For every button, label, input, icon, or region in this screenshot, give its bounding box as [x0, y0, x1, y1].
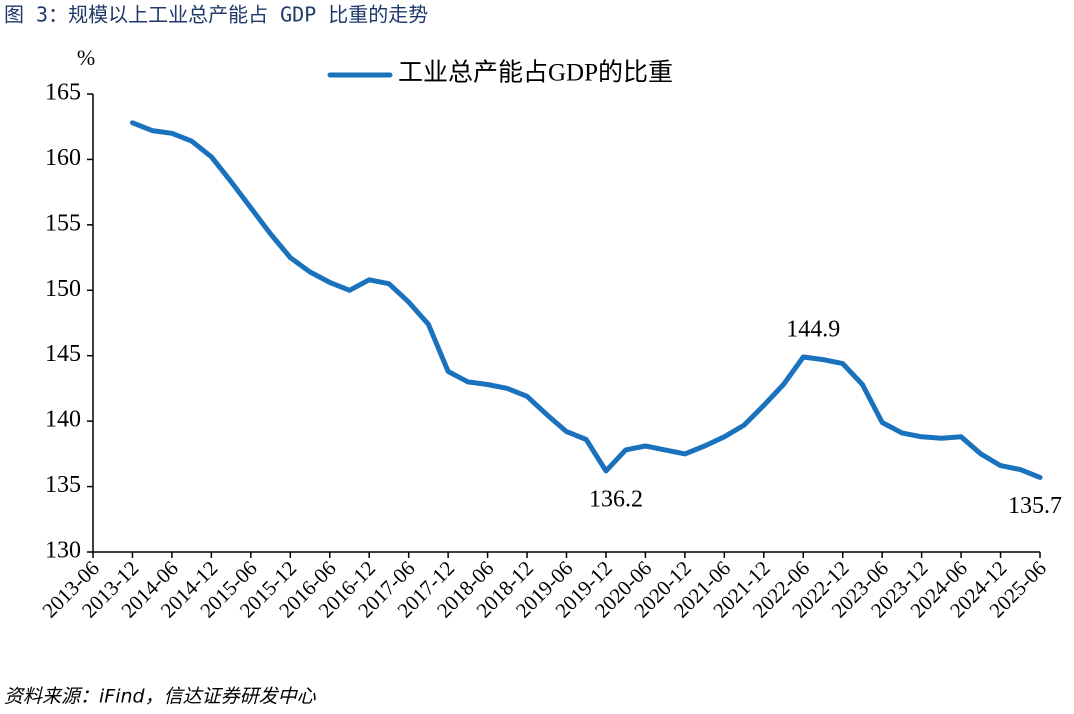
y-tick-label: 165 [45, 80, 81, 106]
y-tick-label: 140 [45, 407, 81, 433]
chart-title: 图 3：规模以上工业总产能占 GDP 比重的走势 [4, 3, 428, 27]
y-tick-label: 150 [45, 276, 81, 302]
source-note: 资料来源：iFind，信达证券研发中心 [4, 686, 317, 708]
y-tick-label: 160 [45, 145, 81, 171]
data-label: 144.9 [786, 317, 840, 343]
y-tick-label: 130 [45, 538, 81, 564]
data-label: 135.7 [1008, 493, 1062, 519]
data-label: 136.2 [589, 486, 643, 512]
y-tick-label: 145 [45, 341, 81, 367]
legend-label: 工业总产能占GDP的比重 [398, 59, 673, 87]
y-tick-label: 135 [45, 472, 81, 498]
y-tick-label: 155 [45, 210, 81, 236]
data-line [130, 120, 1043, 480]
y-axis-label: % [77, 45, 95, 70]
